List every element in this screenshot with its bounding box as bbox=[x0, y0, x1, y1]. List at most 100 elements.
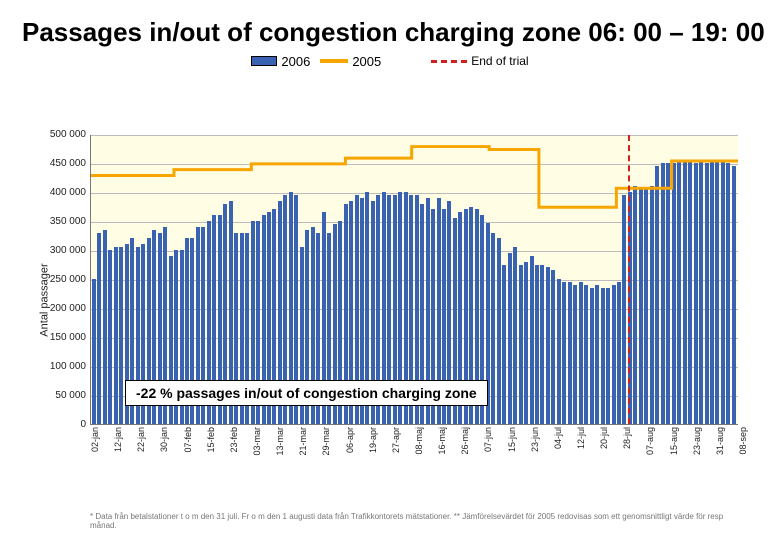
bar bbox=[491, 233, 495, 424]
bar bbox=[114, 247, 118, 424]
x-tick: 26-maj bbox=[460, 427, 470, 455]
bar bbox=[524, 262, 528, 424]
bar bbox=[546, 267, 550, 424]
bar bbox=[705, 163, 709, 424]
bar bbox=[612, 285, 616, 424]
y-tick: 250 000 bbox=[38, 274, 86, 285]
bar bbox=[655, 166, 659, 424]
bar bbox=[497, 238, 501, 424]
x-tick: 28-jul bbox=[622, 427, 632, 449]
y-tick: 100 000 bbox=[38, 361, 86, 372]
bar bbox=[551, 270, 555, 424]
bar bbox=[699, 160, 703, 424]
bar bbox=[672, 163, 676, 424]
swatch-2005-icon bbox=[320, 59, 348, 63]
y-tick: 450 000 bbox=[38, 158, 86, 169]
x-tick: 03-mar bbox=[252, 427, 262, 456]
bar bbox=[103, 230, 107, 424]
legend-label-2005: 2005 bbox=[352, 54, 381, 69]
x-tick: 23-feb bbox=[229, 427, 239, 453]
bar bbox=[108, 250, 112, 424]
x-tick: 12-jul bbox=[576, 427, 586, 449]
bar bbox=[584, 285, 588, 424]
y-tick: 0 bbox=[38, 419, 86, 430]
y-tick: 400 000 bbox=[38, 187, 86, 198]
x-tick: 19-apr bbox=[368, 427, 378, 453]
bar bbox=[622, 195, 626, 424]
bar bbox=[732, 166, 736, 424]
bar bbox=[617, 282, 621, 424]
bar bbox=[726, 163, 730, 424]
bar bbox=[573, 285, 577, 424]
bar bbox=[535, 265, 539, 425]
x-tick: 12-jan bbox=[113, 427, 123, 452]
bar bbox=[92, 279, 96, 424]
bar bbox=[606, 288, 610, 424]
x-tick: 13-mar bbox=[275, 427, 285, 456]
x-tick: 06-apr bbox=[345, 427, 355, 453]
swatch-2006-icon bbox=[251, 56, 277, 66]
y-tick: 300 000 bbox=[38, 245, 86, 256]
bar bbox=[688, 160, 692, 424]
x-tick: 02-jan bbox=[90, 427, 100, 452]
x-tick: 29-mar bbox=[321, 427, 331, 456]
bar bbox=[579, 282, 583, 424]
y-tick: 150 000 bbox=[38, 332, 86, 343]
legend: 2006 2005 End of trial bbox=[0, 54, 780, 69]
bar bbox=[677, 160, 681, 424]
x-tick: 30-jan bbox=[159, 427, 169, 452]
x-tick: 15-feb bbox=[206, 427, 216, 453]
x-tick: 22-jan bbox=[136, 427, 146, 452]
y-tick: 200 000 bbox=[38, 303, 86, 314]
bar bbox=[540, 265, 544, 425]
bar bbox=[97, 233, 101, 424]
bar bbox=[661, 163, 665, 424]
bar bbox=[595, 285, 599, 424]
legend-item-end-trial: End of trial bbox=[431, 54, 528, 68]
legend-label-2006: 2006 bbox=[281, 54, 310, 69]
x-tick: 23-aug bbox=[692, 427, 702, 455]
bar bbox=[644, 189, 648, 424]
page-title: Passages in/out of congestion charging z… bbox=[0, 0, 780, 48]
bar bbox=[666, 163, 670, 424]
y-tick: 50 000 bbox=[38, 390, 86, 401]
bar bbox=[590, 288, 594, 424]
bar bbox=[715, 160, 719, 424]
x-tick: 08-sep bbox=[738, 427, 748, 455]
bar bbox=[519, 265, 523, 425]
bar bbox=[119, 247, 123, 424]
x-tick: 04-jul bbox=[553, 427, 563, 449]
bar bbox=[601, 288, 605, 424]
bar bbox=[562, 282, 566, 424]
x-tick: 07-aug bbox=[645, 427, 655, 455]
x-tick: 21-mar bbox=[298, 427, 308, 456]
bar bbox=[557, 279, 561, 424]
x-tick: 16-maj bbox=[437, 427, 447, 455]
bar bbox=[633, 186, 637, 424]
y-tick: 500 000 bbox=[38, 129, 86, 140]
bar bbox=[639, 189, 643, 424]
x-tick: 07-feb bbox=[183, 427, 193, 453]
y-tick: 350 000 bbox=[38, 216, 86, 227]
bar bbox=[721, 160, 725, 424]
x-tick: 23-jun bbox=[530, 427, 540, 452]
bar bbox=[650, 186, 654, 424]
bar bbox=[710, 160, 714, 424]
footnote-text: * Data från betalstationer t o m den 31 … bbox=[90, 512, 730, 530]
legend-item-2005: 2005 bbox=[320, 54, 381, 69]
x-tick: 15-jun bbox=[507, 427, 517, 452]
x-tick: 08-maj bbox=[414, 427, 424, 455]
bar bbox=[502, 265, 506, 425]
bar bbox=[568, 282, 572, 424]
legend-label-end-trial: End of trial bbox=[471, 54, 528, 68]
callout-box: -22 % passages in/out of congestion char… bbox=[125, 380, 488, 406]
x-tick: 07-jun bbox=[483, 427, 493, 452]
dash-icon bbox=[431, 60, 467, 63]
end-of-trial-line bbox=[628, 135, 630, 424]
bar bbox=[513, 247, 517, 424]
bar bbox=[508, 253, 512, 424]
x-tick: 27-apr bbox=[391, 427, 401, 453]
x-tick: 15-aug bbox=[669, 427, 679, 455]
bar bbox=[683, 160, 687, 424]
chart-area: Antal passager 050 000100 000150 000200 … bbox=[30, 135, 750, 465]
